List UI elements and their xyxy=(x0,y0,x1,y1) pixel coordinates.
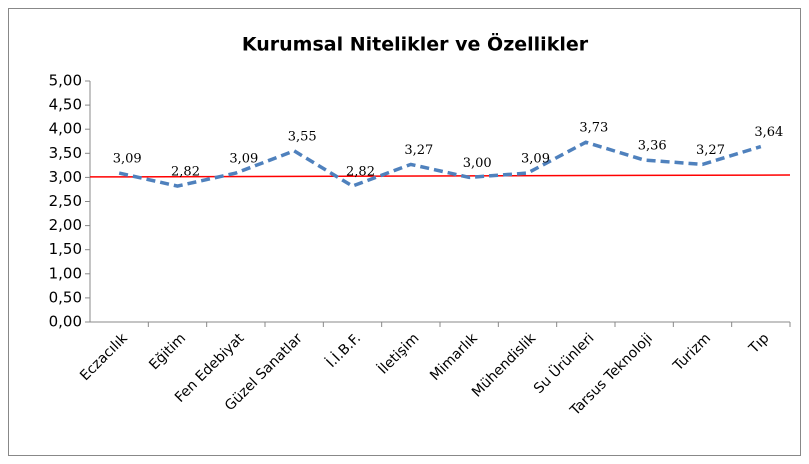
data-label: 3,64 xyxy=(754,125,783,140)
y-tick-label: 2,50 xyxy=(49,192,82,210)
data-label: 3,55 xyxy=(288,129,317,144)
data-label: 2,82 xyxy=(171,165,200,180)
y-tick-label: 3,00 xyxy=(49,168,82,186)
y-tick-label: 5,00 xyxy=(49,72,82,90)
y-tick-label: 4,00 xyxy=(49,120,82,138)
chart-title: Kurumsal Nitelikler ve Özellikler xyxy=(242,32,589,56)
data-label: 3,09 xyxy=(229,152,258,167)
chart-frame xyxy=(8,8,801,456)
data-label: 2,82 xyxy=(346,165,375,180)
y-tick-label: 0,50 xyxy=(49,288,82,306)
data-label: 3,27 xyxy=(696,143,725,158)
y-tick-label: 1,50 xyxy=(49,240,82,258)
data-label: 3,73 xyxy=(579,121,608,136)
y-tick-label: 2,00 xyxy=(49,216,82,234)
series-line xyxy=(118,140,762,189)
data-label: 3,27 xyxy=(404,143,433,158)
y-tick-label: 0,00 xyxy=(49,313,82,331)
data-label: 3,09 xyxy=(521,152,550,167)
data-label: 3,00 xyxy=(463,156,492,171)
data-label: 3,36 xyxy=(638,139,667,154)
y-tick-label: 1,00 xyxy=(49,264,82,282)
y-tick-label: 4,50 xyxy=(49,96,82,114)
reference-line xyxy=(89,174,791,178)
data-label: 3,09 xyxy=(113,152,142,167)
y-tick-label: 3,50 xyxy=(49,144,82,162)
